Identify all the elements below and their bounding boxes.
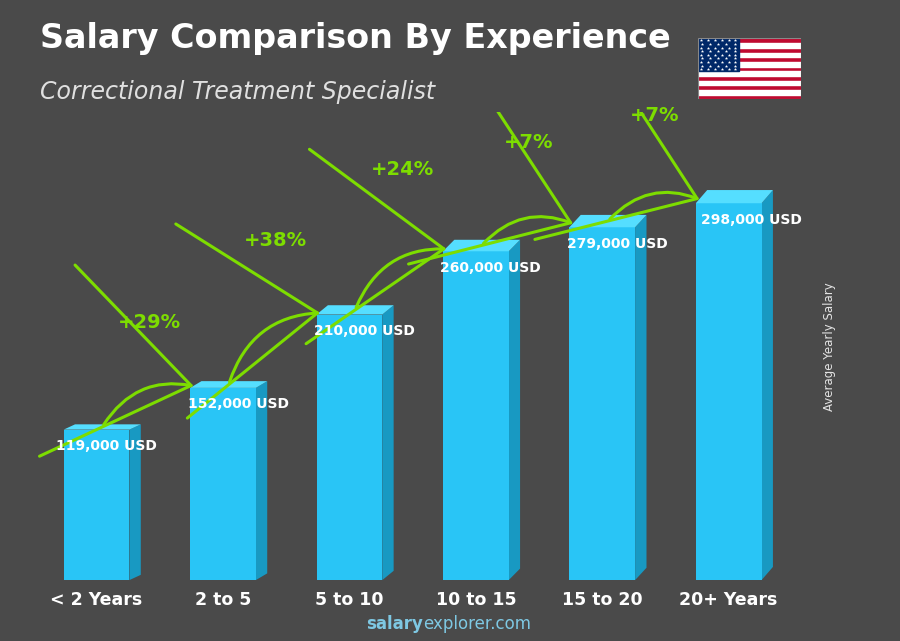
Text: salary: salary: [366, 615, 423, 633]
FancyArrowPatch shape: [306, 149, 444, 344]
Text: 298,000 USD: 298,000 USD: [701, 213, 802, 226]
Polygon shape: [635, 215, 646, 580]
Polygon shape: [570, 215, 646, 228]
Text: 260,000 USD: 260,000 USD: [440, 261, 541, 274]
Text: 279,000 USD: 279,000 USD: [567, 237, 668, 251]
Text: Average Yearly Salary: Average Yearly Salary: [824, 282, 836, 410]
Text: 152,000 USD: 152,000 USD: [187, 397, 289, 412]
Bar: [698, 90, 801, 95]
Polygon shape: [761, 190, 773, 580]
FancyArrowPatch shape: [409, 83, 571, 264]
Bar: [698, 62, 801, 67]
Bar: [443, 251, 508, 580]
Bar: [190, 388, 256, 580]
FancyArrowPatch shape: [176, 224, 318, 418]
Bar: [570, 228, 635, 580]
Bar: [696, 203, 761, 580]
Text: +29%: +29%: [118, 313, 181, 332]
Text: Correctional Treatment Specialist: Correctional Treatment Specialist: [40, 80, 436, 104]
Bar: [698, 38, 739, 71]
FancyArrowPatch shape: [535, 58, 698, 239]
Polygon shape: [508, 240, 520, 580]
Text: Salary Comparison By Experience: Salary Comparison By Experience: [40, 22, 671, 55]
Text: +24%: +24%: [371, 160, 434, 179]
Bar: [317, 315, 382, 580]
Text: +7%: +7%: [630, 106, 680, 125]
Text: +38%: +38%: [244, 231, 307, 250]
Bar: [698, 81, 801, 85]
Polygon shape: [696, 190, 773, 203]
Text: explorer.com: explorer.com: [423, 615, 531, 633]
Bar: [698, 53, 801, 57]
Polygon shape: [64, 424, 140, 429]
FancyArrowPatch shape: [40, 265, 191, 456]
Bar: [698, 43, 801, 48]
Text: 210,000 USD: 210,000 USD: [314, 324, 415, 338]
Bar: [64, 429, 130, 580]
Bar: [698, 71, 801, 76]
Polygon shape: [256, 381, 267, 580]
Polygon shape: [130, 424, 140, 580]
Polygon shape: [382, 305, 393, 580]
Polygon shape: [190, 381, 267, 388]
Polygon shape: [443, 240, 520, 251]
Text: 119,000 USD: 119,000 USD: [56, 439, 157, 453]
Text: +7%: +7%: [504, 133, 554, 152]
Polygon shape: [317, 305, 393, 315]
